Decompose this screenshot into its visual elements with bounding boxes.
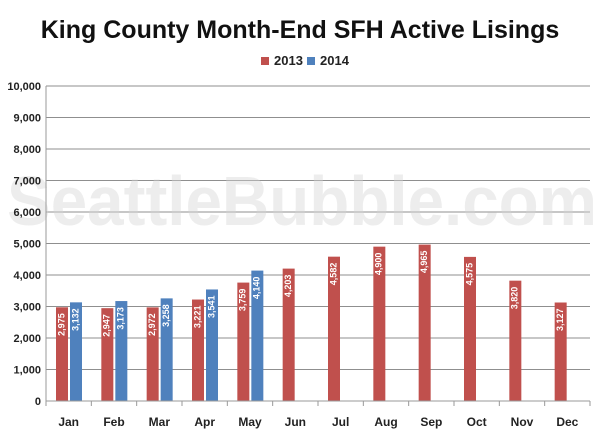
bar-2013-dec <box>554 302 567 401</box>
data-label-2013-jan: 2,975 <box>56 313 66 336</box>
data-label-2013-apr: 3,221 <box>192 306 202 329</box>
gridlines <box>46 85 590 370</box>
chart-title: King County Month-End SFH Active Lisings <box>41 16 560 44</box>
bar-2013-jan <box>56 307 68 401</box>
legend: 2013 2014 <box>261 53 350 68</box>
bar-2014-feb <box>115 301 128 401</box>
legend-swatch-2013 <box>261 57 269 65</box>
bars <box>56 244 567 401</box>
data-label-2013-sep: 4,965 <box>419 251 429 274</box>
x-tick-label-apr: Apr <box>194 415 215 429</box>
data-label-2013-may: 3,759 <box>238 289 248 312</box>
x-tick-label-jul: Jul <box>332 415 349 429</box>
y-tick-label: 10,000 <box>7 81 41 93</box>
legend-label-2014: 2014 <box>320 53 350 68</box>
legend-swatch-2014 <box>307 57 315 65</box>
data-label-2013-oct: 4,575 <box>464 263 474 286</box>
x-tick-label-aug: Aug <box>374 415 397 429</box>
data-label-2013-feb: 2,947 <box>102 314 112 337</box>
data-label-2013-nov: 3,820 <box>510 287 520 310</box>
bar-2013-sep <box>418 244 431 401</box>
x-tick-label-jun: Jun <box>285 415 306 429</box>
y-tick-label: 5,000 <box>13 239 41 251</box>
labels: 0 1,000 2,000 3,000 4,000 5,000 6,000 7,000 8,00… <box>7 81 578 429</box>
legend-item-2014: 2014 <box>307 53 350 68</box>
bar-2014-mar <box>160 298 173 401</box>
x-tick-label-sep: Sep <box>420 415 442 429</box>
watermark-text: SeattleBubble.com <box>7 162 597 240</box>
axes <box>45 86 591 406</box>
bar-2014-apr <box>206 289 218 401</box>
data-label-2013-jun: 4,203 <box>283 275 293 298</box>
x-tick-label-jan: Jan <box>58 415 79 429</box>
data-label-2013-jul: 4,582 <box>328 263 338 286</box>
y-tick-label: 8,000 <box>13 144 41 156</box>
x-tick-label-mar: Mar <box>149 415 171 429</box>
y-tick-label: 7,000 <box>13 176 41 188</box>
x-tick-label-nov: Nov <box>511 415 534 429</box>
bar-2014-jan <box>70 302 82 401</box>
bar-2013-feb <box>101 308 114 401</box>
y-tick-label: 6,000 <box>13 207 41 219</box>
y-tick-label: 4,000 <box>13 270 41 282</box>
data-label-2013-dec: 3,127 <box>555 308 565 331</box>
x-tick-label-feb: Feb <box>103 415 124 429</box>
data-label-2013-mar: 2,972 <box>147 313 157 336</box>
legend-label-2013: 2013 <box>274 53 303 68</box>
bar-2013-apr <box>192 299 204 401</box>
x-tick-label-dec: Dec <box>556 415 578 429</box>
data-label-2014-apr: 3,541 <box>206 295 216 318</box>
bar-2013-aug <box>373 246 386 401</box>
data-label-2013-aug: 4,900 <box>374 253 384 276</box>
bar-2013-may <box>237 282 250 401</box>
x-tick-label-may: May <box>238 415 262 429</box>
bar-2014-may <box>251 270 264 401</box>
y-tick-label: 1,000 <box>13 365 41 377</box>
data-label-2014-feb: 3,173 <box>116 307 126 330</box>
bar-2013-oct <box>464 256 476 401</box>
data-label-2014-may: 4,140 <box>252 277 262 300</box>
y-tick-label: 0 <box>35 396 41 408</box>
watermark: SeattleBubble.com <box>7 162 597 240</box>
legend-item-2013: 2013 <box>261 53 303 68</box>
bar-2013-nov <box>509 280 522 401</box>
y-tick-label: 9,000 <box>13 113 41 125</box>
y-tick-label: 3,000 <box>13 302 41 314</box>
x-tick-label-oct: Oct <box>467 415 487 429</box>
data-label-2014-jan: 3,132 <box>70 308 80 331</box>
bar-2013-jun <box>282 268 295 401</box>
bar-2013-mar <box>146 307 159 401</box>
y-tick-label: 2,000 <box>13 333 41 345</box>
bar-2013-jul <box>328 256 340 401</box>
data-label-2014-mar: 3,258 <box>161 304 171 327</box>
